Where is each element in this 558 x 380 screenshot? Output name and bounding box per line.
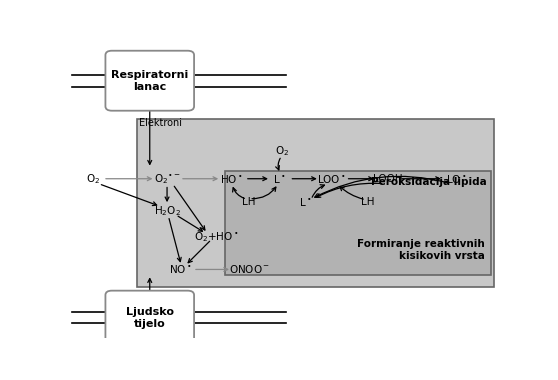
- Text: LO$^\bullet$: LO$^\bullet$: [446, 173, 467, 185]
- Text: H$_2$O$_2$: H$_2$O$_2$: [153, 204, 181, 218]
- FancyBboxPatch shape: [137, 119, 493, 287]
- FancyBboxPatch shape: [105, 291, 194, 345]
- FancyBboxPatch shape: [225, 171, 492, 275]
- Text: LOOH: LOOH: [373, 174, 402, 184]
- Text: LH: LH: [243, 197, 256, 207]
- Text: Ljudsko
tijelo: Ljudsko tijelo: [126, 307, 174, 329]
- Text: ONOO$^-$: ONOO$^-$: [229, 263, 270, 276]
- Text: Peroksidacija lipida: Peroksidacija lipida: [371, 177, 487, 187]
- Text: Respiratorni
lanac: Respiratorni lanac: [111, 70, 189, 92]
- Text: L$^\bullet$: L$^\bullet$: [273, 173, 286, 185]
- Text: Formiranje reaktivnih
kisikovih vrsta: Formiranje reaktivnih kisikovih vrsta: [357, 239, 485, 261]
- Text: L$^\bullet$: L$^\bullet$: [299, 196, 312, 208]
- FancyBboxPatch shape: [105, 51, 194, 111]
- Text: O$_2$$^{\bullet -}$: O$_2$$^{\bullet -}$: [154, 172, 180, 186]
- Text: O$_2$: O$_2$: [86, 172, 100, 186]
- Text: LOO$^\bullet$: LOO$^\bullet$: [317, 173, 346, 185]
- Text: O$_2$: O$_2$: [275, 144, 288, 158]
- Text: NO$^\bullet$: NO$^\bullet$: [169, 263, 191, 276]
- Text: O$_2$+HO$^\bullet$: O$_2$+HO$^\bullet$: [194, 230, 239, 244]
- Text: Elektroni: Elektroni: [139, 118, 182, 128]
- Text: LH: LH: [362, 197, 375, 207]
- Text: HO$^\bullet$: HO$^\bullet$: [220, 173, 243, 185]
